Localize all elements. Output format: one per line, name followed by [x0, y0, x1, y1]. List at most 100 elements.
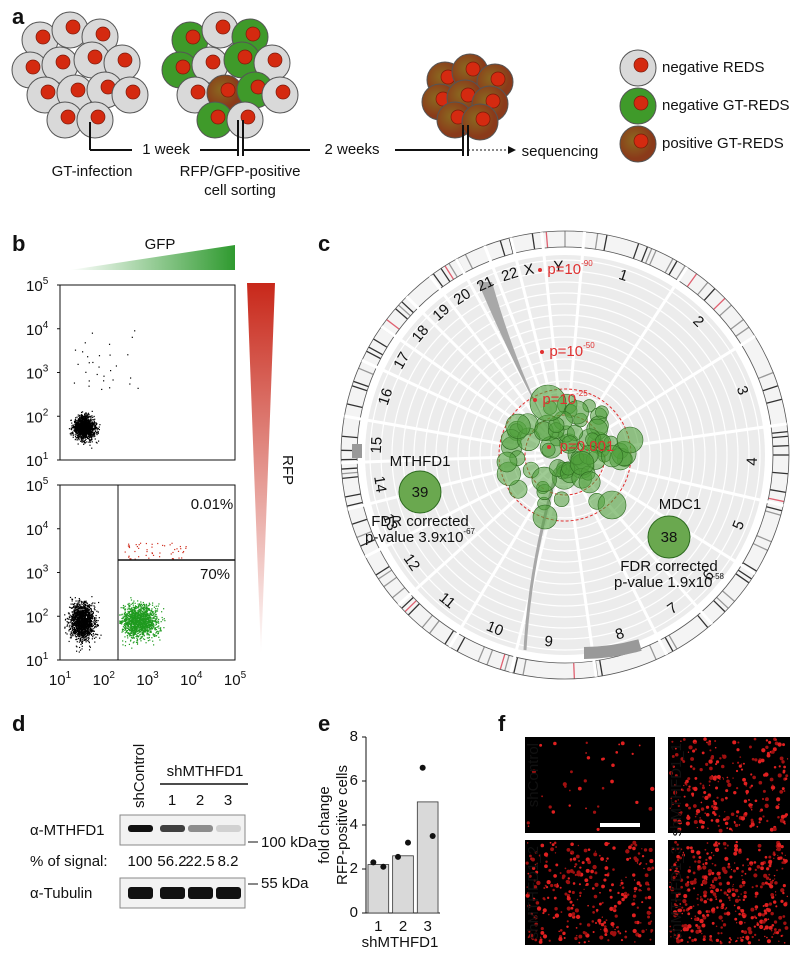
band	[448, 263, 458, 278]
event-dot	[74, 618, 76, 621]
event-dot	[83, 617, 85, 619]
event-dot	[84, 428, 86, 431]
event-dot	[143, 603, 145, 605]
event-dot	[69, 614, 71, 616]
step-label: RFP/GFP-positive	[180, 163, 301, 180]
event-dot	[83, 623, 85, 625]
event-dot	[88, 434, 90, 436]
event-dot	[128, 546, 130, 548]
event-dot	[77, 425, 79, 427]
event-dot	[84, 608, 86, 611]
event-dot	[81, 420, 83, 422]
red-cell	[611, 763, 615, 768]
nucleus	[185, 29, 201, 45]
event-dot	[130, 617, 132, 619]
spoke	[582, 335, 756, 445]
event-dot	[86, 626, 89, 628]
y-tick-label: 101	[26, 651, 49, 670]
event-dot	[77, 630, 79, 632]
event-dot	[76, 609, 79, 611]
event-dot	[129, 640, 132, 642]
hit-pvalue-sup: -58	[712, 572, 724, 581]
event-dot	[85, 615, 87, 617]
event-dot	[85, 438, 87, 440]
event-dot	[82, 618, 85, 620]
event-dot	[78, 439, 80, 441]
event-dot	[126, 629, 128, 632]
y-tick-label: 105	[26, 276, 49, 295]
event-dot	[82, 418, 85, 420]
event-dot	[148, 634, 151, 636]
band	[486, 649, 494, 666]
event-dot	[82, 627, 85, 629]
event-dot	[73, 609, 75, 611]
event-dot	[88, 623, 90, 625]
event-dot	[96, 429, 98, 431]
hit-pvalue: p-value 1.9x10-58	[614, 572, 725, 591]
red-cell	[726, 779, 730, 784]
event-dot	[133, 622, 135, 624]
event-dot	[132, 628, 134, 631]
event-dot	[93, 630, 95, 632]
event-dot	[82, 427, 84, 430]
p-level-base: p=10	[549, 343, 583, 360]
event-dot	[81, 613, 84, 616]
event-dot	[94, 623, 96, 626]
event-dot	[83, 432, 85, 435]
event-dot	[122, 604, 125, 607]
event-dot	[139, 542, 142, 544]
event-dot	[83, 636, 85, 638]
red-cell	[707, 741, 712, 746]
event-dot	[120, 620, 122, 623]
blot-band	[160, 887, 185, 899]
event-dot	[83, 633, 85, 635]
band	[421, 614, 433, 629]
event-dot	[85, 432, 87, 434]
band	[531, 233, 536, 250]
event-dot	[91, 421, 93, 423]
event-dot	[148, 619, 150, 622]
red-cell	[764, 803, 769, 808]
band	[341, 471, 358, 475]
event-dot	[88, 612, 90, 614]
event-dot	[80, 639, 82, 641]
event-dot	[137, 616, 139, 619]
event-dot	[135, 628, 137, 630]
event-dot	[75, 417, 77, 419]
red-cell	[577, 786, 582, 791]
event-dot	[163, 608, 165, 610]
event-dot	[89, 435, 91, 437]
event-dot	[134, 606, 136, 608]
event-dot	[78, 634, 80, 636]
event-dot	[76, 606, 78, 608]
event-dot	[88, 641, 90, 644]
event-dot	[83, 602, 85, 604]
event-dot	[87, 415, 89, 417]
event-dot	[139, 616, 141, 619]
event-dot	[87, 435, 90, 438]
red-cell	[631, 752, 634, 755]
event-dot	[86, 619, 88, 621]
event-dot	[129, 622, 131, 625]
event-dot	[68, 640, 70, 643]
nucleus	[70, 82, 86, 98]
event-dot	[88, 626, 91, 628]
event-dot	[151, 608, 153, 610]
event-dot	[83, 424, 85, 426]
event-dot	[91, 605, 93, 607]
event-dot	[128, 622, 131, 624]
event-dot	[83, 421, 85, 423]
event-dot	[78, 610, 80, 612]
event-dot	[133, 613, 136, 615]
event-dot	[137, 626, 139, 628]
event-dot	[87, 437, 89, 439]
event-dot	[71, 635, 73, 637]
event-dot	[155, 621, 158, 623]
event-dot	[84, 422, 86, 424]
event-dot	[157, 633, 159, 635]
y-tick-label-sup: 4	[43, 519, 49, 530]
red-cell	[700, 825, 705, 829]
event-dot	[71, 618, 73, 620]
bubble	[578, 471, 601, 494]
